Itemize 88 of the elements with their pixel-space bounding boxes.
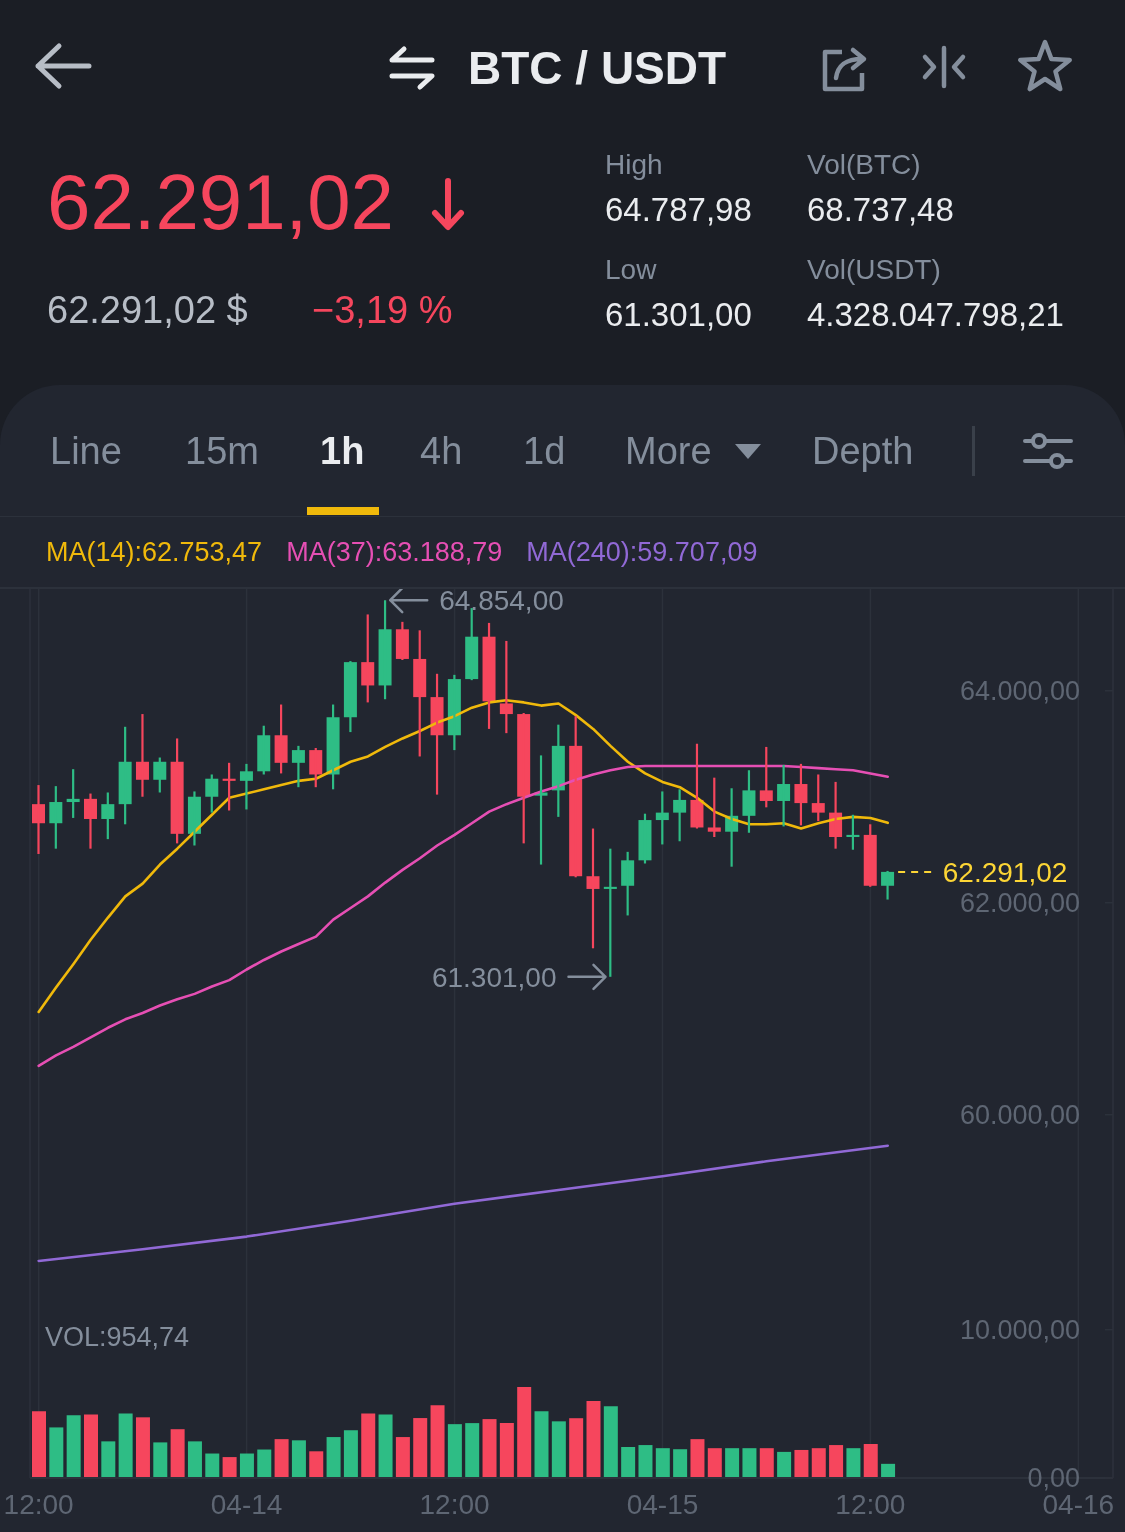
text: MA(14):62.753,47 [46, 536, 263, 568]
text: VOL:954,74 [45, 1321, 190, 1353]
annotation: 64.854,00 [439, 585, 564, 617]
bar [153, 1442, 168, 1478]
text: BTC / USDT [468, 41, 727, 96]
text: More [625, 429, 712, 475]
bar [673, 1449, 688, 1478]
bar [291, 1440, 306, 1478]
bar [846, 1448, 861, 1478]
x-tick-label: 12:00 [419, 1488, 490, 1520]
y-tick-label: 62.000,00 [959, 888, 1080, 919]
x-tick-label: 12:00 [3, 1488, 74, 1520]
y-tick-label: 64.000,00 [959, 676, 1080, 707]
x-tick-label: 12:00 [835, 1488, 906, 1520]
text: Vol(USDT) [807, 253, 941, 287]
bar [863, 1444, 878, 1478]
text: −3,19 % [312, 288, 453, 334]
x-tick-label: 04-14 [210, 1488, 283, 1520]
bar [378, 1414, 393, 1478]
bar [707, 1448, 722, 1478]
bar [187, 1441, 202, 1478]
bar [447, 1424, 462, 1478]
text: 68.737,48 [807, 190, 954, 230]
bar [621, 1446, 636, 1478]
bar [777, 1451, 792, 1478]
bar [569, 1418, 584, 1478]
bar [725, 1448, 740, 1478]
bar [83, 1414, 98, 1478]
text: 4.328.047.798,21 [807, 295, 1064, 335]
line-series [37, 698, 890, 1014]
bar [881, 1463, 896, 1478]
text: Line [50, 429, 122, 475]
text: 61.301,00 [605, 295, 752, 335]
bar [361, 1413, 376, 1478]
text: MA(240):59.707,09 [526, 536, 758, 568]
bar [811, 1448, 826, 1478]
ref-line-label: 62.291,02 [942, 856, 1068, 888]
bar [465, 1423, 480, 1478]
bar [135, 1417, 150, 1478]
bar [551, 1421, 566, 1478]
text: 1d [523, 429, 566, 475]
y-tick-label: 10.000,00 [959, 1315, 1080, 1346]
text: Vol(BTC) [807, 148, 921, 182]
text: High [605, 148, 663, 182]
bar [638, 1445, 653, 1478]
text: 62.291,02 $ [47, 288, 248, 334]
bar [690, 1439, 705, 1478]
bar [66, 1415, 81, 1478]
bar [517, 1386, 532, 1478]
bar [586, 1401, 601, 1478]
candlestick [707, 776, 721, 839]
text: 15m [185, 429, 259, 475]
bar [309, 1451, 324, 1478]
bar [170, 1429, 185, 1478]
text: 64.787,98 [605, 190, 752, 230]
bar [257, 1449, 272, 1478]
bar [655, 1448, 670, 1478]
line-series [37, 764, 890, 1068]
bar [222, 1457, 237, 1478]
bar [395, 1437, 410, 1478]
bar [343, 1430, 358, 1478]
bar [205, 1453, 220, 1478]
bar [274, 1439, 289, 1478]
y-tick-label: 60.000,00 [959, 1100, 1080, 1131]
bar [759, 1448, 774, 1478]
text: MA(37):63.188,79 [286, 536, 503, 568]
text: 1h [320, 429, 365, 475]
annotation: 61.301,00 [431, 961, 557, 993]
bar [794, 1449, 809, 1478]
bar [603, 1406, 618, 1478]
bar [829, 1445, 844, 1478]
bar [326, 1437, 341, 1478]
bar [49, 1427, 64, 1478]
text: Low [605, 253, 657, 287]
bar [534, 1411, 549, 1478]
bar [118, 1413, 133, 1478]
bar [742, 1448, 757, 1478]
bar [482, 1419, 497, 1478]
x-tick-label: 04-15 [626, 1488, 699, 1520]
bar [32, 1411, 46, 1478]
bar [430, 1405, 445, 1478]
bar [499, 1423, 514, 1478]
text: 62.291,02 [47, 157, 395, 249]
text: Depth [812, 429, 914, 475]
bar [239, 1453, 254, 1478]
bar [101, 1441, 116, 1478]
bar [413, 1418, 428, 1478]
text: 4h [420, 429, 463, 475]
